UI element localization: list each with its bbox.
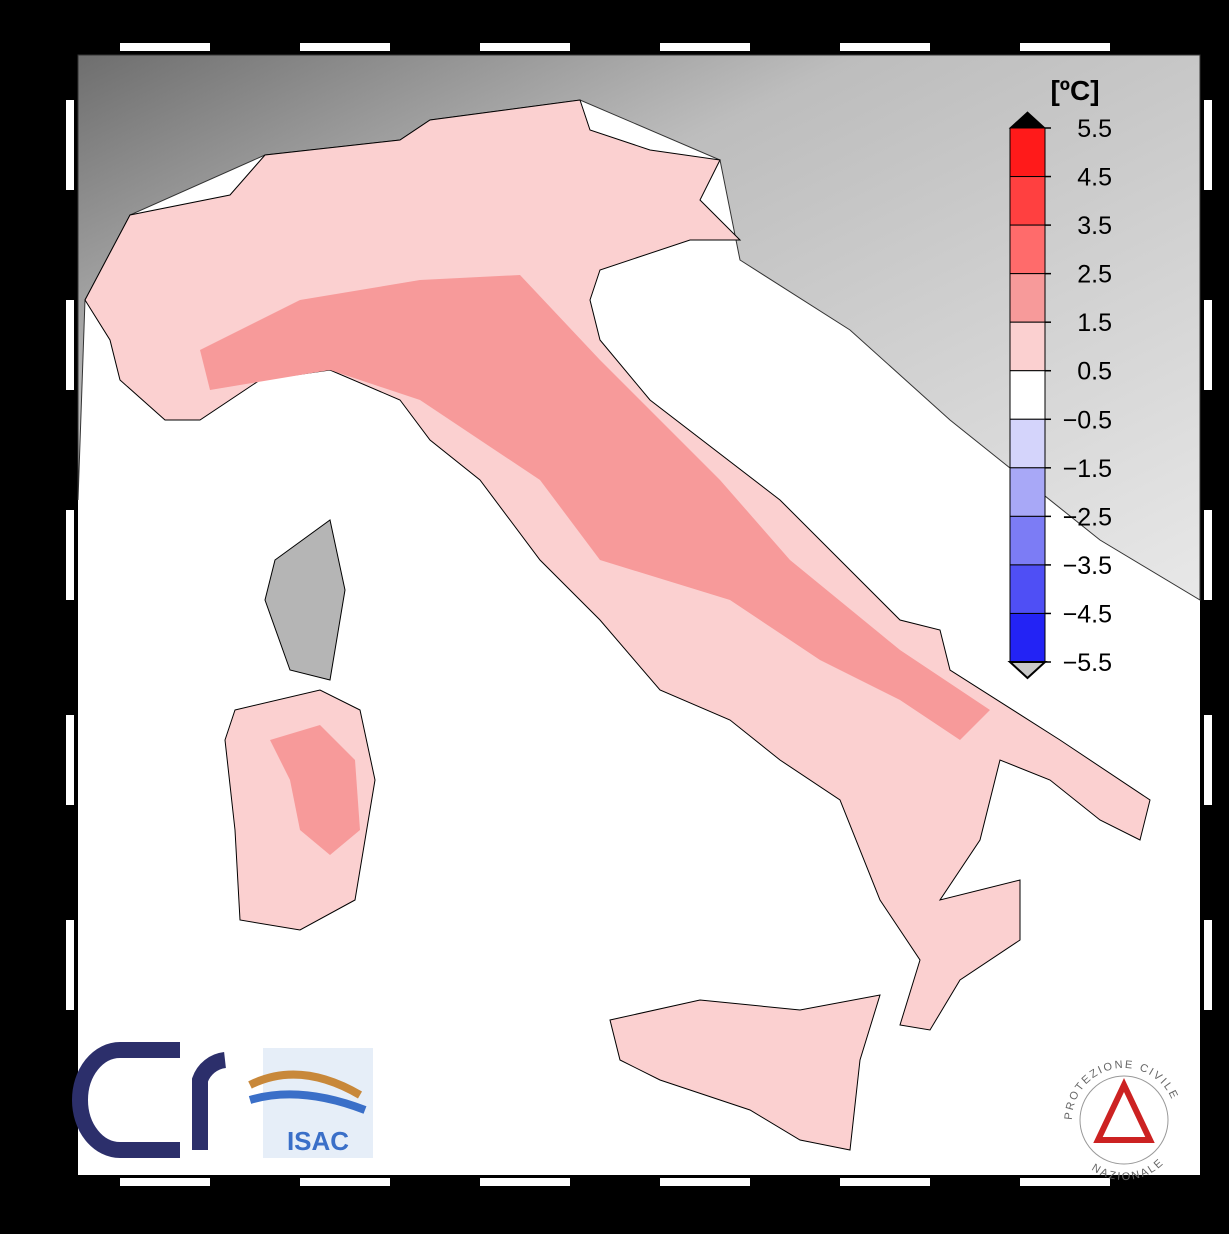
colorbar-unit: [ºC] xyxy=(1050,75,1099,106)
colorbar-tick-label: −4.5 xyxy=(1063,600,1112,628)
colorbar-tick-label: 5.5 xyxy=(1077,115,1112,143)
colorbar-tick-label: 0.5 xyxy=(1077,358,1112,386)
colorbar-bin xyxy=(1009,467,1046,517)
colorbar-bin xyxy=(1009,370,1046,420)
colorbar-tick-label: −3.5 xyxy=(1063,552,1112,580)
warmer-region xyxy=(200,275,990,740)
frame-ticks xyxy=(66,43,1212,1186)
cnr-logo xyxy=(72,1042,227,1158)
colorbar-tick-label: −2.5 xyxy=(1063,503,1112,531)
colorbar-tick-label: −0.5 xyxy=(1063,406,1112,434)
colorbar-bin xyxy=(1009,612,1046,663)
colorbar-bin xyxy=(1009,176,1046,226)
colorbar-bin xyxy=(1009,564,1046,614)
colorbar-tick-label: 2.5 xyxy=(1077,261,1112,289)
protezione-ring xyxy=(1079,1075,1169,1165)
colorbar-tick-label: 3.5 xyxy=(1077,212,1112,240)
isac-label: ISAC xyxy=(287,1126,349,1156)
colorbar-under xyxy=(1007,661,1048,680)
sardinia-warmer xyxy=(270,725,360,855)
isac-swoosh xyxy=(248,1090,367,1114)
colorbar-bin xyxy=(1009,418,1046,469)
colorbar-bin xyxy=(1009,224,1046,275)
colorbar-tick-label: 4.5 xyxy=(1077,164,1112,192)
isac-swoosh xyxy=(248,1070,363,1099)
protezione-emblem xyxy=(1093,1077,1155,1143)
sicily xyxy=(609,994,881,1151)
colorbar-bin xyxy=(1009,127,1046,178)
colorbar: 5.5 4.5 3.5 2.5 1.5 0.5 −0.5 −1.5 −2.5 −3.5 −4.5 −5… xyxy=(1007,111,1112,680)
colorbar-bin xyxy=(1009,321,1046,372)
colorbar-tick-label: −5.5 xyxy=(1063,649,1112,677)
colorbar-bin xyxy=(1009,273,1046,323)
colorbar-over xyxy=(1008,111,1047,129)
colorbar-tick-label: −1.5 xyxy=(1063,455,1112,483)
corsica xyxy=(264,519,346,681)
colorbar-tick-label: 1.5 xyxy=(1077,309,1112,337)
colorbar-bin xyxy=(1009,515,1046,566)
